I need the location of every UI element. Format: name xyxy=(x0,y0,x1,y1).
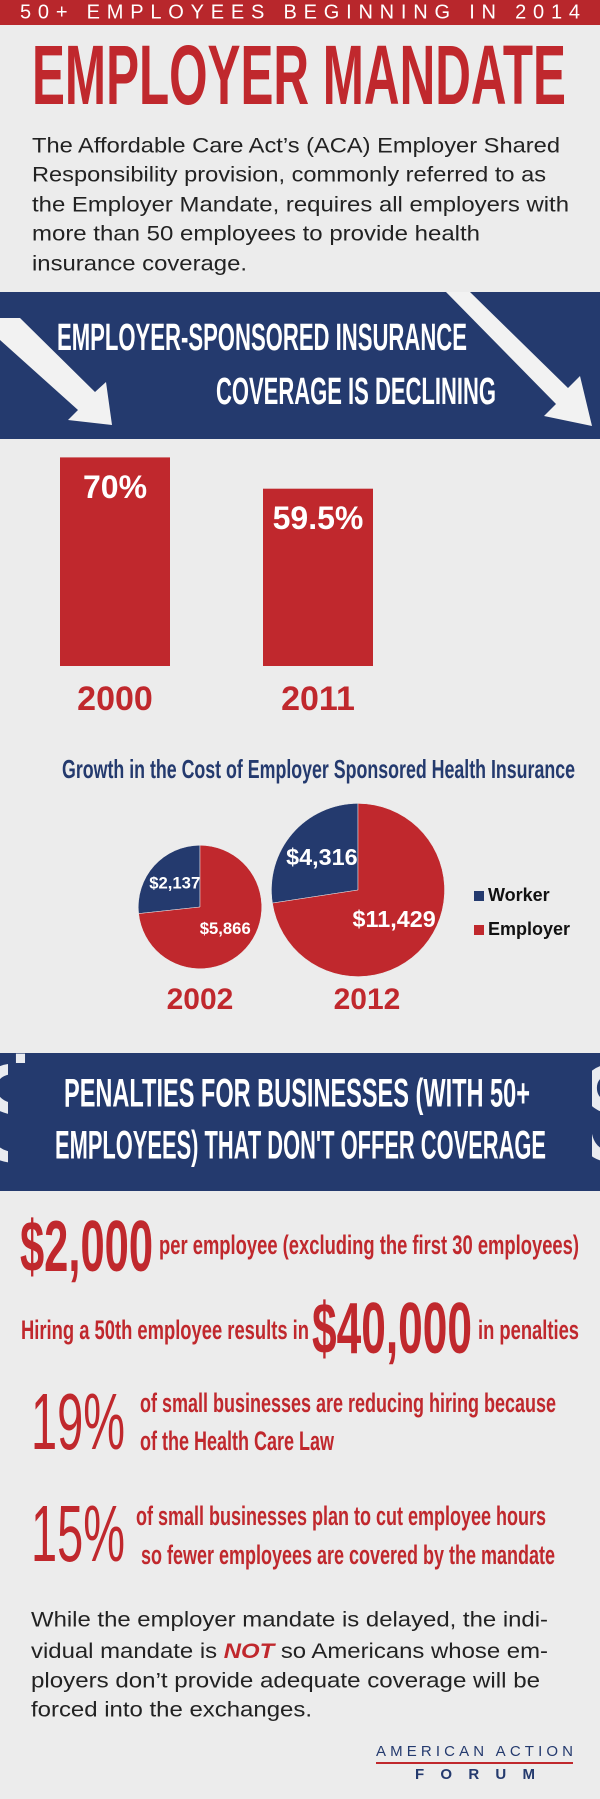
legend-label: Employer xyxy=(488,919,570,939)
intro-line: insurance coverage. xyxy=(32,253,247,276)
closing-line: ployers don’t provide adequate coverage … xyxy=(31,1670,540,1693)
stat-text: of the Health Care Law xyxy=(140,1426,335,1456)
stat-value: 15% xyxy=(31,1489,125,1578)
pie-slice xyxy=(272,803,445,977)
bar-value-label: 59.5% xyxy=(273,500,364,536)
stat-text: so fewer employees are covered by the ma… xyxy=(141,1540,555,1570)
stat-text: of small businesses are reducing hiring … xyxy=(140,1388,556,1418)
intro-line: more than 50 employees to provide health xyxy=(32,223,480,246)
intro-line: Responsibility provision, commonly refer… xyxy=(32,164,546,187)
closing-text: vidual mandate is xyxy=(31,1640,224,1663)
legend-label: Worker xyxy=(488,885,550,905)
bar xyxy=(60,457,170,666)
penalty-text: Hiring a 50th employee results in xyxy=(21,1315,309,1345)
penalty-amount: $2,000 xyxy=(20,1207,153,1287)
banner-text: EMPLOYEES) THAT DON'T OFFER COVERAGE xyxy=(55,1124,546,1168)
x-tick-label: 2000 xyxy=(77,680,153,718)
slice-label: $4,316 xyxy=(286,844,357,870)
closing-line: While the employer mandate is delayed, t… xyxy=(31,1609,548,1632)
chart-title: Growth in the Cost of Employer Sponsored… xyxy=(62,754,575,784)
charts: 70% 2000 59.5% 2011 Growth in the Cost of Em… xyxy=(60,457,575,1016)
closing-line: vidual mandate is NOT so Americans whose… xyxy=(31,1640,548,1663)
stat-text: of small businesses plan to cut employee… xyxy=(136,1501,546,1531)
x-tick-label: 2011 xyxy=(281,680,355,718)
arrow-right xyxy=(446,292,592,426)
banner-inner xyxy=(8,1063,592,1181)
penalty-amount: $40,000 xyxy=(312,1289,472,1369)
banner-text: COVERAGE IS DECLINING xyxy=(216,371,496,413)
closing-emphasis: NOT xyxy=(224,1640,277,1663)
bar xyxy=(263,488,373,666)
arrow-left xyxy=(0,318,112,425)
banner-text: PENALTIES FOR BUSINESSES (WITH 50+ xyxy=(64,1072,530,1116)
intro-line: the Employer Mandate, requires all emplo… xyxy=(32,194,569,217)
slice-label: $11,429 xyxy=(353,906,436,932)
pie-slice xyxy=(138,845,201,914)
pie-category-label: 2012 xyxy=(334,983,401,1016)
banner-text: EMPLOYER-SPONSORED INSURANCE xyxy=(57,317,467,359)
title: EMPLOYER MANDATE xyxy=(32,28,566,122)
pie-slice xyxy=(138,845,262,969)
tagline-band xyxy=(0,0,600,25)
closing-line: forced into the exchanges. xyxy=(31,1699,312,1722)
penalty-text: per employee (excluding the first 30 emp… xyxy=(159,1230,579,1260)
slice-label: $5,866 xyxy=(200,919,251,938)
pie-slice xyxy=(271,803,359,904)
penalty-text: in penalties xyxy=(478,1315,579,1345)
pie-category-label: 2002 xyxy=(167,983,234,1016)
legend-swatch xyxy=(474,891,484,901)
closing-text: so Americans whose em- xyxy=(274,1640,548,1663)
intro-line: The Affordable Care Act’s (ACA) Employer… xyxy=(32,135,560,158)
logo-text: FORUM xyxy=(415,1766,535,1783)
stat-value: 19% xyxy=(31,1377,125,1466)
slice-label: $2,137 xyxy=(149,874,200,893)
legend-swatch xyxy=(474,925,484,935)
bar-value-label: 70% xyxy=(83,469,147,505)
